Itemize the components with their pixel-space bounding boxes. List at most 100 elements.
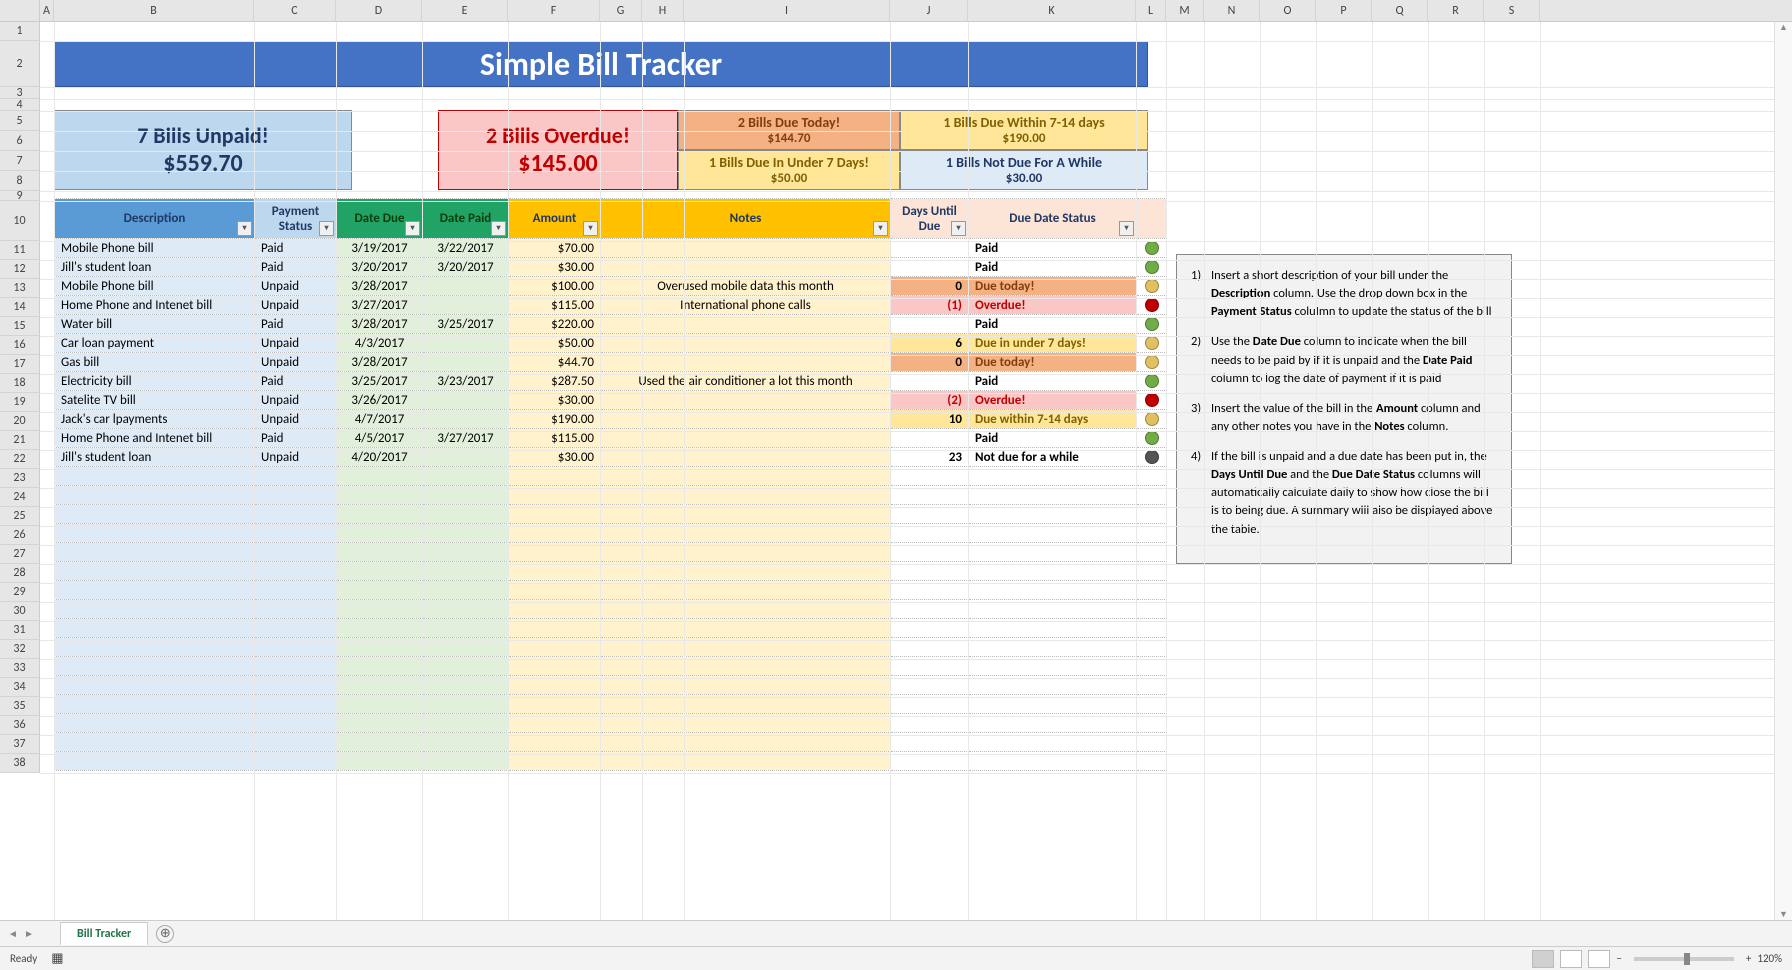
table-header-ind[interactable] (1137, 199, 1167, 239)
status-dot-icon (1145, 431, 1159, 445)
zoom-out-button[interactable]: − (1616, 952, 1621, 965)
row-header-25[interactable]: 25 (0, 507, 40, 526)
summary-notdue-line1: 1 Bills Not Due For A While (901, 154, 1147, 171)
column-header-O[interactable]: O (1260, 0, 1316, 21)
row-header-35[interactable]: 35 (0, 697, 40, 716)
summary-under7-line2: $50.00 (679, 171, 899, 186)
vertical-scrollbar[interactable]: ▲▼ (1774, 22, 1792, 920)
table-header-amount[interactable]: Amount▾ (509, 199, 601, 239)
row-header-10[interactable]: 10 (0, 201, 40, 241)
row-header-33[interactable]: 33 (0, 659, 40, 678)
zoom-level[interactable]: 120% (1757, 952, 1782, 965)
column-header-S[interactable]: S (1484, 0, 1540, 21)
filter-arrow-icon[interactable]: ▾ (405, 221, 420, 236)
row-header-7[interactable]: 7 (0, 151, 40, 171)
table-header-notes[interactable]: Notes▾ (601, 199, 891, 239)
sheet-nav[interactable]: ◄► (6, 927, 36, 940)
select-all-corner[interactable] (0, 0, 40, 21)
column-header-R[interactable]: R (1428, 0, 1484, 21)
row-header-34[interactable]: 34 (0, 678, 40, 697)
row-header-38[interactable]: 38 (0, 754, 40, 773)
row-header-27[interactable]: 27 (0, 545, 40, 564)
table-header-due[interactable]: Date Due▾ (337, 199, 423, 239)
filter-arrow-icon[interactable]: ▾ (319, 221, 334, 236)
column-header-P[interactable]: P (1316, 0, 1372, 21)
column-header-E[interactable]: E (422, 0, 508, 21)
spreadsheet-grid[interactable]: Simple Bill Tracker 7 Bills Unpaid! $559… (40, 22, 1792, 920)
row-header-8[interactable]: 8 (0, 171, 40, 191)
column-header-A[interactable]: A (40, 0, 54, 21)
column-header-L[interactable]: L (1136, 0, 1166, 21)
row-header-29[interactable]: 29 (0, 583, 40, 602)
row-header-9[interactable]: 9 (0, 191, 40, 201)
table-header-status[interactable]: Payment Status▾ (255, 199, 337, 239)
bills-table[interactable]: Description▾Payment Status▾Date Due▾Date… (54, 198, 1167, 771)
row-header-28[interactable]: 28 (0, 564, 40, 583)
row-header-1[interactable]: 1 (0, 22, 40, 41)
row-header-32[interactable]: 32 (0, 640, 40, 659)
column-header-G[interactable]: G (600, 0, 642, 21)
row-header-24[interactable]: 24 (0, 488, 40, 507)
add-sheet-button[interactable]: ⊕ (156, 925, 174, 943)
zoom-in-button[interactable]: + (1746, 952, 1751, 965)
row-header-23[interactable]: 23 (0, 469, 40, 488)
summary-within14-line2: $190.00 (901, 131, 1147, 146)
row-header-18[interactable]: 18 (0, 374, 40, 393)
status-dot-icon (1145, 355, 1159, 369)
status-dot-icon (1145, 450, 1159, 464)
view-layout-button[interactable] (1560, 950, 1582, 968)
row-header-31[interactable]: 31 (0, 621, 40, 640)
row-header-4[interactable]: 4 (0, 99, 40, 111)
column-header-M[interactable]: M (1166, 0, 1204, 21)
filter-arrow-icon[interactable]: ▾ (237, 221, 252, 236)
filter-arrow-icon[interactable]: ▾ (491, 221, 506, 236)
column-header-Q[interactable]: Q (1372, 0, 1428, 21)
row-header-6[interactable]: 6 (0, 131, 40, 151)
row-header-17[interactable]: 17 (0, 355, 40, 374)
row-header-26[interactable]: 26 (0, 526, 40, 545)
column-header-F[interactable]: F (508, 0, 600, 21)
table-header-description[interactable]: Description▾ (55, 199, 255, 239)
column-header-J[interactable]: J (890, 0, 968, 21)
column-header-B[interactable]: B (54, 0, 254, 21)
column-header-K[interactable]: K (968, 0, 1136, 21)
filter-arrow-icon[interactable]: ▾ (583, 221, 598, 236)
view-normal-button[interactable] (1532, 950, 1554, 968)
status-dot-icon (1145, 374, 1159, 388)
table-header-days[interactable]: Days Until Due▾ (891, 199, 969, 239)
row-header-20[interactable]: 20 (0, 412, 40, 431)
row-headers: 1234567891011121314151617181920212223242… (0, 22, 40, 773)
row-header-13[interactable]: 13 (0, 279, 40, 298)
row-header-37[interactable]: 37 (0, 735, 40, 754)
row-header-19[interactable]: 19 (0, 393, 40, 412)
column-header-H[interactable]: H (642, 0, 684, 21)
filter-arrow-icon[interactable]: ▾ (951, 221, 966, 236)
table-header-paid[interactable]: Date Paid▾ (423, 199, 509, 239)
row-header-30[interactable]: 30 (0, 602, 40, 621)
macro-record-icon[interactable]: ▦ (51, 951, 63, 966)
view-pagebreak-button[interactable] (1588, 950, 1610, 968)
sheet-tab-active[interactable]: Bill Tracker (60, 922, 148, 945)
column-header-N[interactable]: N (1204, 0, 1260, 21)
row-header-12[interactable]: 12 (0, 260, 40, 279)
instructions-panel: 1)Insert a short description of your bil… (1176, 254, 1512, 564)
column-header-C[interactable]: C (254, 0, 336, 21)
filter-arrow-icon[interactable]: ▾ (873, 221, 888, 236)
column-header-D[interactable]: D (336, 0, 422, 21)
table-header-dstatus[interactable]: Due Date Status▾ (969, 199, 1137, 239)
row-header-11[interactable]: 11 (0, 241, 40, 260)
row-header-5[interactable]: 5 (0, 111, 40, 131)
summary-notdue-line2: $30.00 (901, 171, 1147, 186)
row-header-16[interactable]: 16 (0, 336, 40, 355)
row-header-21[interactable]: 21 (0, 431, 40, 450)
filter-arrow-icon[interactable]: ▾ (1119, 221, 1134, 236)
row-header-22[interactable]: 22 (0, 450, 40, 469)
row-header-2[interactable]: 2 (0, 41, 40, 87)
summary-today-line1: 2 Bills Due Today! (679, 114, 899, 131)
row-header-15[interactable]: 15 (0, 317, 40, 336)
row-header-36[interactable]: 36 (0, 716, 40, 735)
zoom-slider[interactable] (1634, 957, 1734, 961)
row-header-14[interactable]: 14 (0, 298, 40, 317)
summary-unpaid-line2: $559.70 (55, 149, 351, 178)
column-header-I[interactable]: I (684, 0, 890, 21)
